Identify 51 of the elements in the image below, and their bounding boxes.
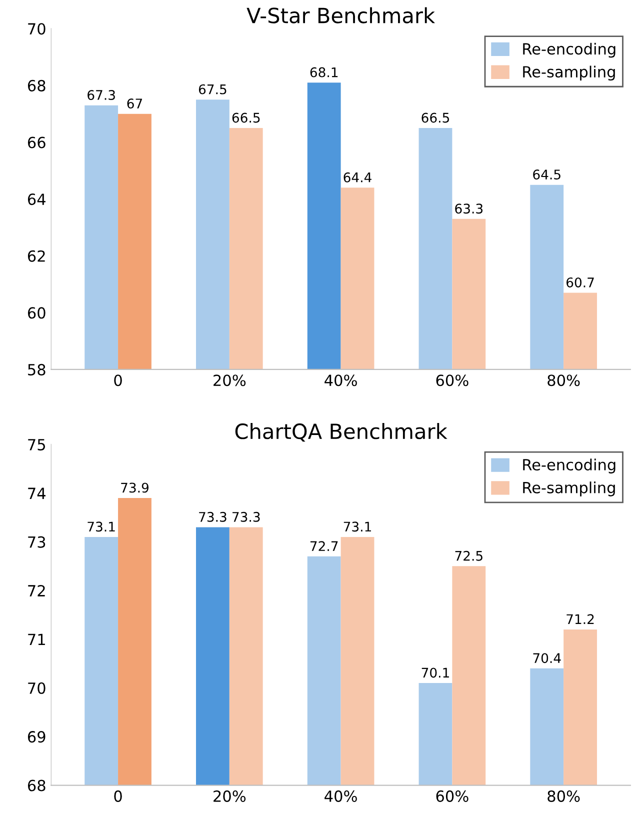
y-tick-label: 74 [28,488,46,499]
legend-label: Re-sampling [523,66,615,81]
data-label: 66.5 [422,112,450,123]
data-label: 73.1 [88,522,115,532]
legend-label: Re-sampling [523,482,615,496]
data-label: 70.1 [422,668,449,678]
chart-title: V-Star Benchmark [246,7,436,24]
x-tick-label: 20% [214,374,246,386]
data-label: 66.5 [232,112,260,123]
y-tick-label: 75 [28,439,46,450]
data-label: 60.7 [566,277,594,288]
data-label: 73.1 [344,522,371,532]
x-tick-label: 0 [114,374,122,386]
y-tick-label: 69 [28,731,46,743]
data-label: 67.5 [198,84,226,94]
y-tick-label: 62 [28,250,45,262]
y-tick-label: 72 [28,584,45,596]
x-tick-label: 80% [548,790,580,802]
y-tick-label: 70 [28,23,46,35]
data-label: 68.1 [310,67,338,78]
data-label: 63.3 [455,204,483,214]
y-tick-label: 71 [28,634,45,646]
x-tick-label: 80% [548,374,580,386]
data-label: 64.4 [344,172,372,182]
x-tick-label: 40% [324,374,357,386]
x-tick-label: 60% [436,374,468,386]
y-tick-label: 68 [28,80,46,92]
chart-title: ChartQA Benchmark [235,423,448,442]
data-label: 64.5 [533,170,560,180]
x-tick-label: 0 [114,790,122,802]
data-label: 67.3 [88,90,115,100]
y-tick-label: 68 [28,780,46,792]
x-tick-label: 60% [436,790,468,802]
data-label: 70.4 [533,653,561,664]
y-tick-label: 73 [28,536,46,548]
data-label: 73.9 [121,482,148,493]
data-label: 73.3 [199,512,226,522]
data-label: 73.3 [232,512,260,522]
y-tick-label: 64 [28,194,46,206]
y-tick-label: 66 [28,136,46,148]
data-label: 67 [127,98,142,109]
y-tick-label: 60 [28,307,46,319]
data-label: 72.5 [455,550,482,561]
legend-label: Re-encoding [523,458,616,474]
data-label: 72.7 [310,541,338,551]
y-tick-label: 58 [28,364,46,376]
x-tick-label: 40% [324,790,357,802]
y-tick-label: 70 [28,682,46,694]
x-tick-label: 20% [214,790,246,802]
data-label: 71.2 [566,614,594,624]
legend-label: Re-encoding [523,42,616,58]
